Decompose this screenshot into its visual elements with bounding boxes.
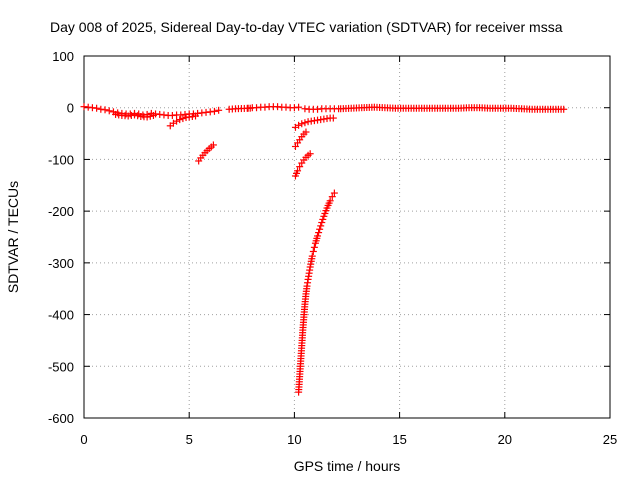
data-point-interp — [319, 215, 327, 223]
y-tick-label: -200 — [48, 204, 74, 219]
data-point — [173, 117, 181, 125]
data-point — [309, 247, 317, 255]
data-point — [149, 111, 157, 119]
data-point — [298, 120, 306, 128]
y-tick-label: -600 — [48, 411, 74, 426]
y-tick-label: -100 — [48, 152, 74, 167]
data-point-interp — [315, 229, 323, 237]
y-tick-label: -300 — [48, 256, 74, 271]
data-point — [306, 150, 314, 158]
data-point — [215, 106, 223, 114]
data-point — [209, 141, 217, 149]
data-point — [105, 107, 113, 115]
y-tick-label: -400 — [48, 308, 74, 323]
y-axis-title: SDTVAR / TECUs — [5, 181, 21, 293]
data-point — [330, 189, 338, 197]
chart-title: Day 008 of 2025, Sidereal Day-to-day VTE… — [50, 19, 563, 35]
data-point — [295, 103, 303, 111]
data-point — [314, 232, 322, 240]
data-point — [192, 112, 200, 120]
data-point — [295, 121, 303, 129]
x-tick-label: 10 — [287, 432, 301, 447]
data-point — [294, 167, 302, 175]
data-point — [291, 143, 299, 150]
y-tick-label: -500 — [48, 359, 74, 374]
data-point — [329, 114, 337, 122]
data-point — [130, 111, 138, 119]
data-point — [296, 163, 304, 171]
data-point — [179, 115, 187, 123]
x-tick-label: 25 — [603, 432, 617, 447]
data-point-interp — [134, 112, 142, 120]
data-point — [301, 119, 309, 127]
data-point-interp — [146, 112, 154, 120]
x-tick-label: 15 — [392, 432, 406, 447]
data-point — [93, 104, 101, 112]
x-tick-label: 20 — [498, 432, 512, 447]
data-point — [316, 225, 324, 233]
data-point — [328, 193, 336, 201]
data-point — [101, 106, 109, 114]
grid-lines — [84, 56, 610, 418]
data-point — [326, 197, 334, 205]
y-tick-label: 100 — [52, 49, 74, 64]
x-axis-title: GPS time / hours — [294, 458, 401, 474]
plot-frame — [83, 55, 611, 419]
data-point — [210, 107, 218, 115]
data-points — [80, 103, 568, 396]
data-point — [310, 243, 318, 251]
data-point — [302, 128, 310, 136]
x-tick-label: 0 — [80, 432, 87, 447]
data-point — [560, 105, 568, 113]
data-point — [318, 219, 326, 227]
data-point — [308, 252, 316, 260]
data-point — [143, 113, 151, 121]
y-tick-label: 0 — [67, 101, 74, 116]
data-point-interp — [317, 222, 325, 230]
data-point — [176, 116, 184, 124]
axis-ticks: 100 0 -100 -200 -300 -400 -500 -600 0 5 10 15 20 25 — [48, 49, 617, 447]
x-tick-label: 5 — [186, 432, 193, 447]
